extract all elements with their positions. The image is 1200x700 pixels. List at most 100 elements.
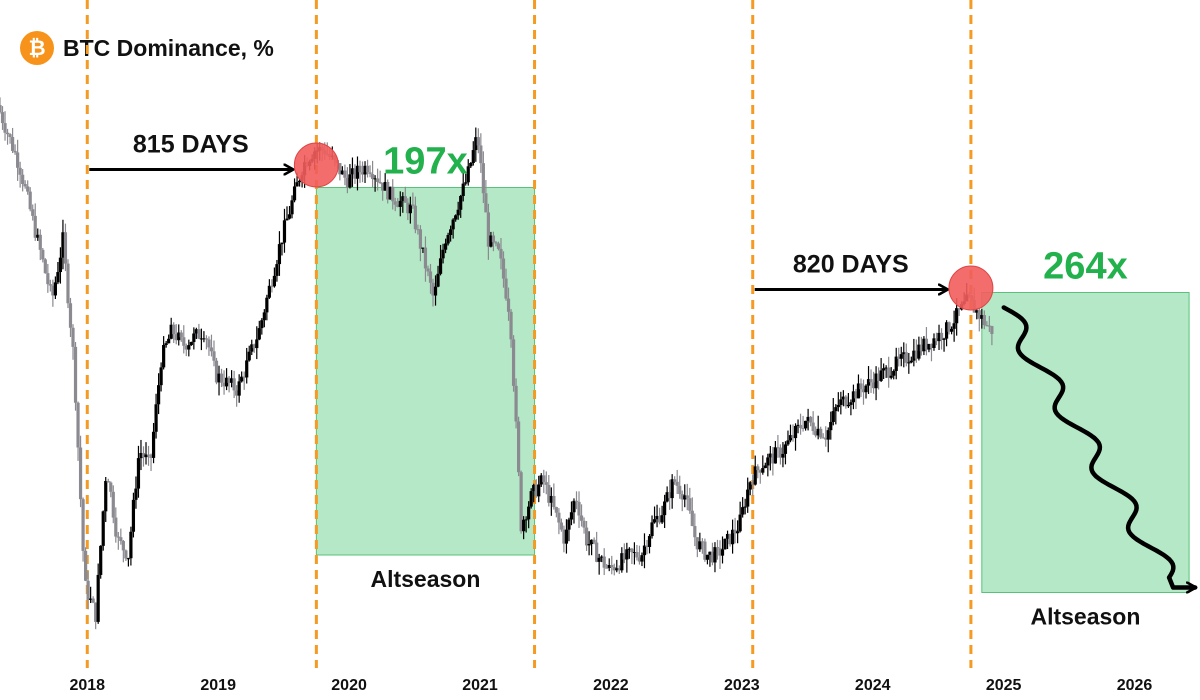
candle bbox=[378, 170, 382, 185]
candle bbox=[836, 392, 840, 412]
candle bbox=[728, 533, 732, 547]
candle bbox=[919, 336, 923, 356]
candle bbox=[99, 545, 103, 579]
candle bbox=[650, 515, 654, 539]
candle bbox=[189, 341, 193, 346]
candle bbox=[877, 367, 881, 390]
candle bbox=[834, 404, 838, 425]
candle bbox=[411, 192, 415, 209]
candle bbox=[376, 168, 380, 191]
candle bbox=[96, 563, 100, 624]
candle bbox=[23, 180, 27, 189]
candle bbox=[652, 506, 657, 524]
candle bbox=[708, 551, 712, 567]
candle bbox=[5, 128, 10, 145]
candle bbox=[856, 374, 861, 399]
candle bbox=[426, 265, 430, 277]
candle bbox=[423, 236, 428, 282]
candle bbox=[801, 415, 805, 432]
candle bbox=[934, 332, 939, 346]
candle bbox=[114, 507, 118, 543]
projected-decline-arrow bbox=[1001, 305, 1195, 588]
candle bbox=[494, 240, 498, 247]
candle bbox=[673, 476, 677, 485]
candle bbox=[18, 161, 22, 188]
candle bbox=[814, 426, 818, 438]
candle bbox=[230, 370, 234, 388]
candle bbox=[851, 384, 856, 410]
candle bbox=[554, 506, 558, 518]
candle bbox=[454, 214, 458, 222]
candle bbox=[655, 504, 659, 528]
candle bbox=[0, 97, 2, 114]
candle bbox=[715, 539, 720, 560]
candle bbox=[859, 378, 863, 397]
candle bbox=[768, 445, 772, 471]
candle bbox=[861, 379, 866, 405]
candle bbox=[272, 267, 277, 288]
candle bbox=[529, 488, 533, 509]
candle bbox=[31, 204, 35, 221]
candle bbox=[605, 563, 609, 569]
candle bbox=[177, 324, 181, 346]
candle bbox=[846, 393, 850, 408]
candle bbox=[111, 485, 115, 524]
candle bbox=[479, 133, 483, 173]
candle bbox=[0, 106, 5, 130]
candle bbox=[149, 453, 153, 472]
candle bbox=[924, 327, 929, 356]
candle bbox=[157, 373, 161, 415]
candle bbox=[806, 408, 810, 431]
candle bbox=[882, 363, 886, 380]
candle bbox=[889, 367, 893, 380]
candle bbox=[816, 415, 820, 440]
candle bbox=[683, 484, 687, 508]
candle bbox=[610, 555, 614, 575]
candle bbox=[826, 427, 830, 453]
candle bbox=[582, 517, 586, 534]
candle bbox=[119, 528, 123, 545]
candle bbox=[635, 544, 639, 561]
candle bbox=[240, 371, 244, 383]
candle bbox=[627, 547, 631, 559]
candle bbox=[403, 186, 407, 203]
candle bbox=[449, 225, 453, 242]
candle bbox=[247, 345, 251, 362]
candle bbox=[786, 430, 790, 446]
candle bbox=[13, 144, 17, 155]
candle bbox=[839, 391, 843, 415]
candle bbox=[663, 494, 667, 529]
candle bbox=[219, 368, 224, 388]
candle bbox=[509, 309, 513, 348]
candle bbox=[584, 520, 589, 551]
x-tick-label: 2021 bbox=[462, 677, 498, 694]
multiplier-label-1: 197x bbox=[383, 141, 468, 183]
candle bbox=[250, 339, 254, 356]
candle bbox=[904, 343, 908, 367]
candle bbox=[617, 565, 621, 574]
candle bbox=[700, 538, 704, 554]
candle bbox=[421, 247, 425, 254]
candle bbox=[809, 415, 813, 427]
candle bbox=[607, 558, 611, 572]
x-tick-label: 2025 bbox=[986, 677, 1022, 694]
candle bbox=[642, 533, 647, 569]
candle bbox=[355, 156, 360, 191]
candle bbox=[894, 347, 898, 380]
chart-title: BTC Dominance, % bbox=[63, 34, 274, 61]
candle bbox=[285, 206, 289, 221]
candle bbox=[952, 310, 956, 342]
candle bbox=[647, 534, 652, 554]
candle bbox=[144, 442, 148, 465]
candle bbox=[68, 297, 73, 338]
candle bbox=[151, 422, 156, 464]
candle bbox=[338, 163, 342, 181]
candle bbox=[496, 241, 501, 251]
candle bbox=[345, 167, 350, 194]
candle bbox=[464, 173, 468, 186]
candle bbox=[534, 479, 538, 498]
candle bbox=[738, 501, 742, 533]
candle bbox=[94, 602, 98, 630]
candle bbox=[574, 491, 579, 510]
candle bbox=[441, 243, 445, 264]
